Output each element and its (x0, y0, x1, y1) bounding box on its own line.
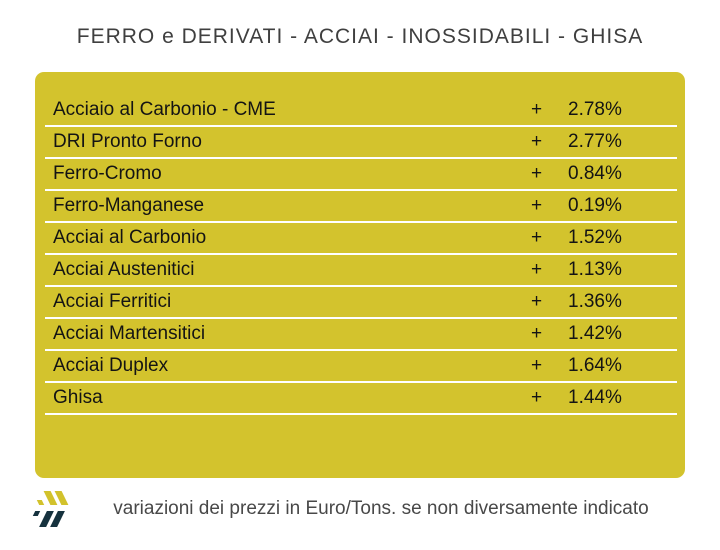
table-row: Acciai Austenitici + 1.13% (45, 255, 677, 287)
variation-sign: + (531, 387, 543, 408)
logo-bottom-strokes (32, 511, 65, 527)
commodity-label: DRI Pronto Forno (53, 131, 202, 152)
commodity-label: Ferro-Cromo (53, 163, 162, 184)
table-rows-container: Acciaio al Carbonio - CME + 2.78% DRI Pr… (35, 95, 685, 415)
variation-sign: + (531, 227, 543, 248)
variation-value: 0.84% (568, 163, 622, 184)
table-row: Acciai Duplex + 1.64% (45, 351, 677, 383)
table-row: Acciaio al Carbonio - CME + 2.78% (45, 95, 677, 127)
commodity-label: Acciai Ferritici (53, 291, 172, 312)
variation-value: 1.44% (568, 387, 622, 408)
commodity-label: Ghisa (53, 387, 103, 408)
variation-sign: + (531, 355, 543, 376)
table-row: Acciai Ferritici + 1.36% (45, 287, 677, 319)
commodity-label: Acciai Martensitici (53, 323, 206, 344)
variation-sign: + (531, 259, 543, 280)
variation-sign: + (531, 99, 543, 120)
variation-sign: + (531, 323, 543, 344)
variation-value: 1.36% (568, 291, 622, 312)
table-row: Ferro-Cromo + 0.84% (45, 159, 677, 191)
table-row: Ghisa + 1.44% (45, 383, 677, 415)
variation-sign: + (531, 131, 543, 152)
table-row: Acciai al Carbonio + 1.52% (45, 223, 677, 255)
variation-sign: + (531, 195, 543, 216)
commodity-label: Acciai al Carbonio (53, 227, 207, 248)
table-row: Acciai Martensitici + 1.42% (45, 319, 677, 351)
commodity-label: Ferro-Manganese (53, 195, 205, 216)
variation-value: 1.42% (568, 323, 622, 344)
page-title: FERRO e DERIVATI - ACCIAI - INOSSIDABILI… (76, 25, 644, 48)
commodity-label: Acciai Duplex (53, 355, 169, 376)
variation-sign: + (531, 291, 543, 312)
table-row: Ferro-Manganese + 0.19% (45, 191, 677, 223)
variation-value: 1.52% (568, 227, 622, 248)
siderweb-slashes-logo-icon (32, 489, 80, 533)
variation-value: 1.13% (568, 259, 622, 280)
variation-value: 2.78% (568, 99, 622, 120)
variation-value: 1.64% (568, 355, 622, 376)
variation-value: 2.77% (568, 131, 622, 152)
variation-value: 0.19% (568, 195, 622, 216)
variation-sign: + (531, 163, 543, 184)
commodity-label: Acciai Austenitici (53, 259, 195, 280)
footer-note: variazioni dei prezzi in Euro/Tons. se n… (113, 498, 649, 519)
table-row: DRI Pronto Forno + 2.77% (45, 127, 677, 159)
price-variation-table: Acciaio al Carbonio - CME + 2.78% DRI Pr… (35, 72, 685, 478)
logo-top-strokes (36, 491, 69, 505)
commodity-label: Acciaio al Carbonio - CME (53, 99, 276, 120)
